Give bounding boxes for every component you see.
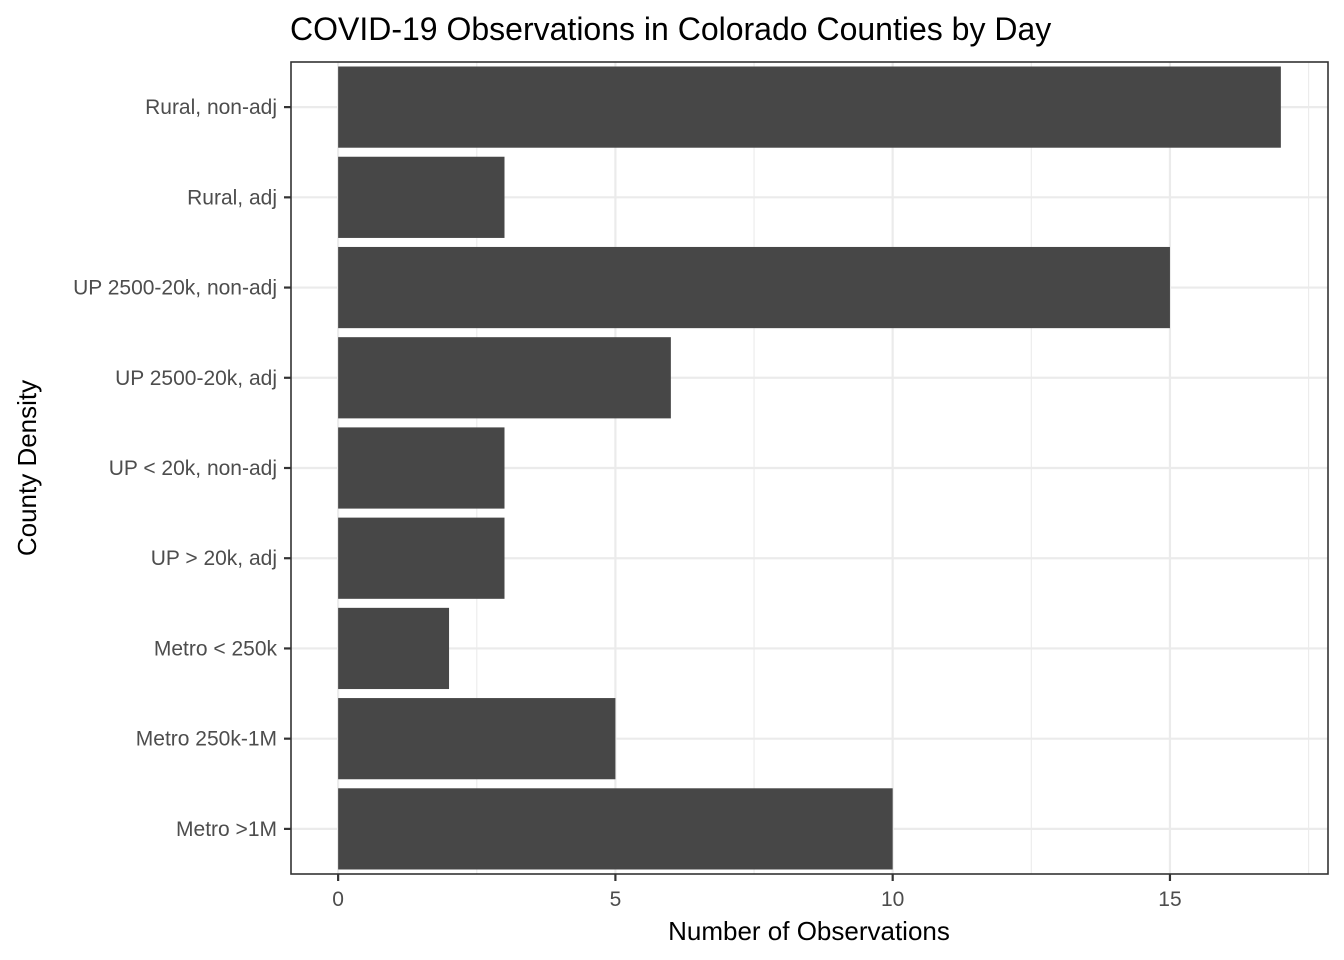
chart-title: COVID-19 Observations in Colorado Counti… bbox=[290, 11, 1051, 47]
x-tick-label: 15 bbox=[1158, 888, 1181, 911]
x-axis-title: Number of Observations bbox=[668, 916, 950, 946]
y-tick-label: UP > 20k, adj bbox=[151, 547, 277, 570]
x-tick-label: 10 bbox=[881, 888, 904, 911]
y-tick-label: Rural, non-adj bbox=[145, 96, 277, 119]
bar bbox=[338, 66, 1281, 148]
y-tick-label: Rural, adj bbox=[187, 186, 277, 209]
bar bbox=[338, 337, 671, 419]
bar bbox=[338, 517, 505, 599]
bar bbox=[338, 698, 616, 780]
y-tick-label: UP 2500-20k, non-adj bbox=[73, 277, 277, 300]
y-tick-label: Metro < 250k bbox=[154, 637, 278, 660]
y-tick-label: UP 2500-20k, adj bbox=[115, 367, 277, 390]
x-tick-label: 5 bbox=[610, 888, 622, 911]
y-axis-ticks: Rural, non-adj Rural, adj UP 2500-20k, non… bbox=[73, 96, 291, 841]
bar bbox=[338, 246, 1170, 329]
bar bbox=[338, 427, 505, 509]
y-tick-label: Metro >1M bbox=[176, 818, 277, 841]
x-axis-ticks: 0 5 10 15 bbox=[332, 874, 1182, 911]
bar bbox=[338, 788, 893, 870]
y-axis-title: County Density bbox=[12, 380, 42, 556]
bars bbox=[338, 66, 1281, 870]
y-tick-label: Metro 250k-1M bbox=[136, 728, 277, 751]
bar bbox=[338, 607, 450, 690]
bar bbox=[338, 156, 505, 238]
x-tick-label: 0 bbox=[332, 888, 344, 911]
y-tick-label: UP < 20k, non-adj bbox=[109, 457, 277, 480]
